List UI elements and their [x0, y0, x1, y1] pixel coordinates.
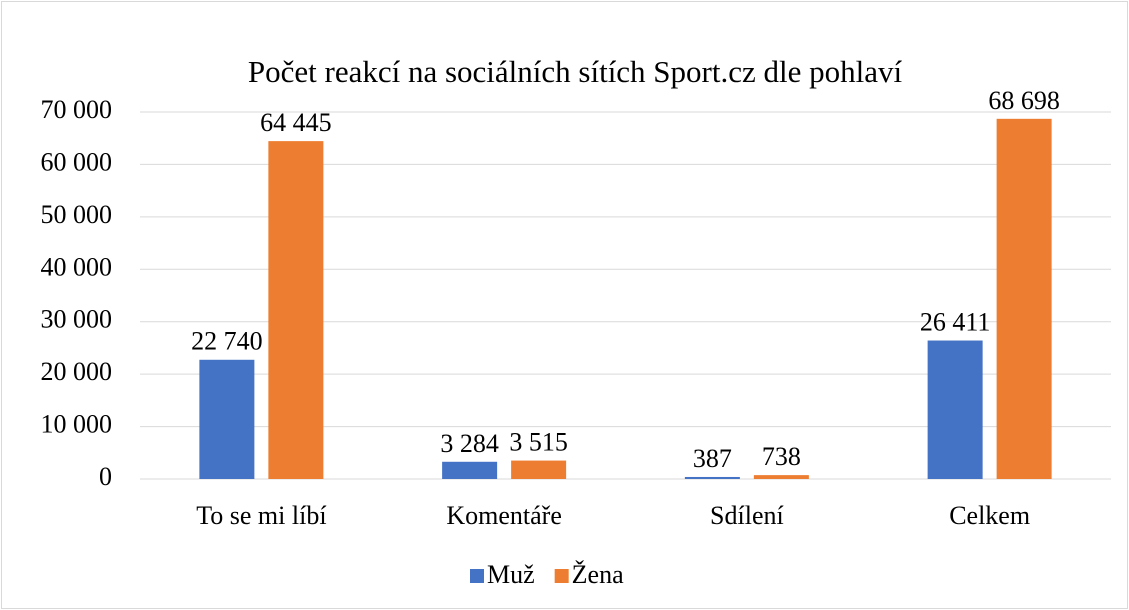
bar: [268, 141, 324, 479]
legend-label: Žena: [572, 560, 624, 589]
bar: [442, 461, 498, 479]
bar: [996, 118, 1052, 479]
x-tick-label: To se mi líbí: [196, 501, 326, 530]
y-tick-label: 20 000: [41, 357, 113, 386]
y-tick-label: 50 000: [41, 200, 113, 229]
y-tick-label: 10 000: [41, 410, 113, 439]
legend-swatch: [554, 569, 569, 583]
value-label: 22 740: [191, 327, 263, 356]
bar: [684, 476, 740, 479]
value-label: 387: [693, 444, 732, 473]
bar: [927, 340, 983, 479]
bar: [753, 475, 809, 479]
value-label: 3 284: [440, 429, 499, 458]
y-tick-label: 30 000: [41, 305, 113, 334]
x-tick-label: Celkem: [949, 501, 1030, 530]
value-label: 26 411: [920, 307, 991, 336]
y-tick-label: 70 000: [41, 95, 113, 124]
value-label: 3 515: [509, 428, 568, 457]
x-tick-label: Komentáře: [446, 501, 562, 530]
y-tick-label: 40 000: [41, 252, 113, 281]
value-label: 64 445: [260, 108, 332, 137]
y-tick-label: 0: [99, 462, 112, 491]
bar: [511, 460, 567, 479]
chart-title: Počet reakcí na sociálních sítích Sport.…: [248, 54, 903, 89]
value-label: 68 698: [988, 86, 1060, 115]
x-tick-label: Sdílení: [710, 501, 784, 530]
value-label: 738: [762, 442, 801, 471]
y-tick-label: 60 000: [41, 147, 113, 176]
legend-swatch: [470, 569, 484, 583]
legend-label: Muž: [487, 560, 535, 589]
bar: [199, 359, 255, 479]
